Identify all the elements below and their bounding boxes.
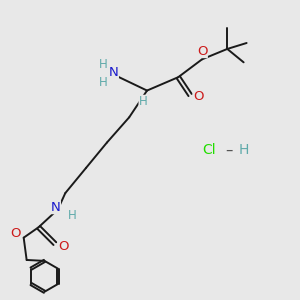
Text: O: O <box>197 44 207 58</box>
Text: N: N <box>51 201 60 214</box>
Text: H: H <box>68 209 76 223</box>
Text: O: O <box>58 239 68 253</box>
Text: –: – <box>225 142 232 158</box>
Text: H: H <box>238 143 249 157</box>
Text: O: O <box>193 90 204 103</box>
Text: O: O <box>10 227 21 240</box>
Text: H: H <box>99 58 108 71</box>
Text: H: H <box>99 76 108 89</box>
Text: H: H <box>139 95 148 108</box>
Text: N: N <box>109 66 118 79</box>
Text: Cl: Cl <box>202 143 216 157</box>
